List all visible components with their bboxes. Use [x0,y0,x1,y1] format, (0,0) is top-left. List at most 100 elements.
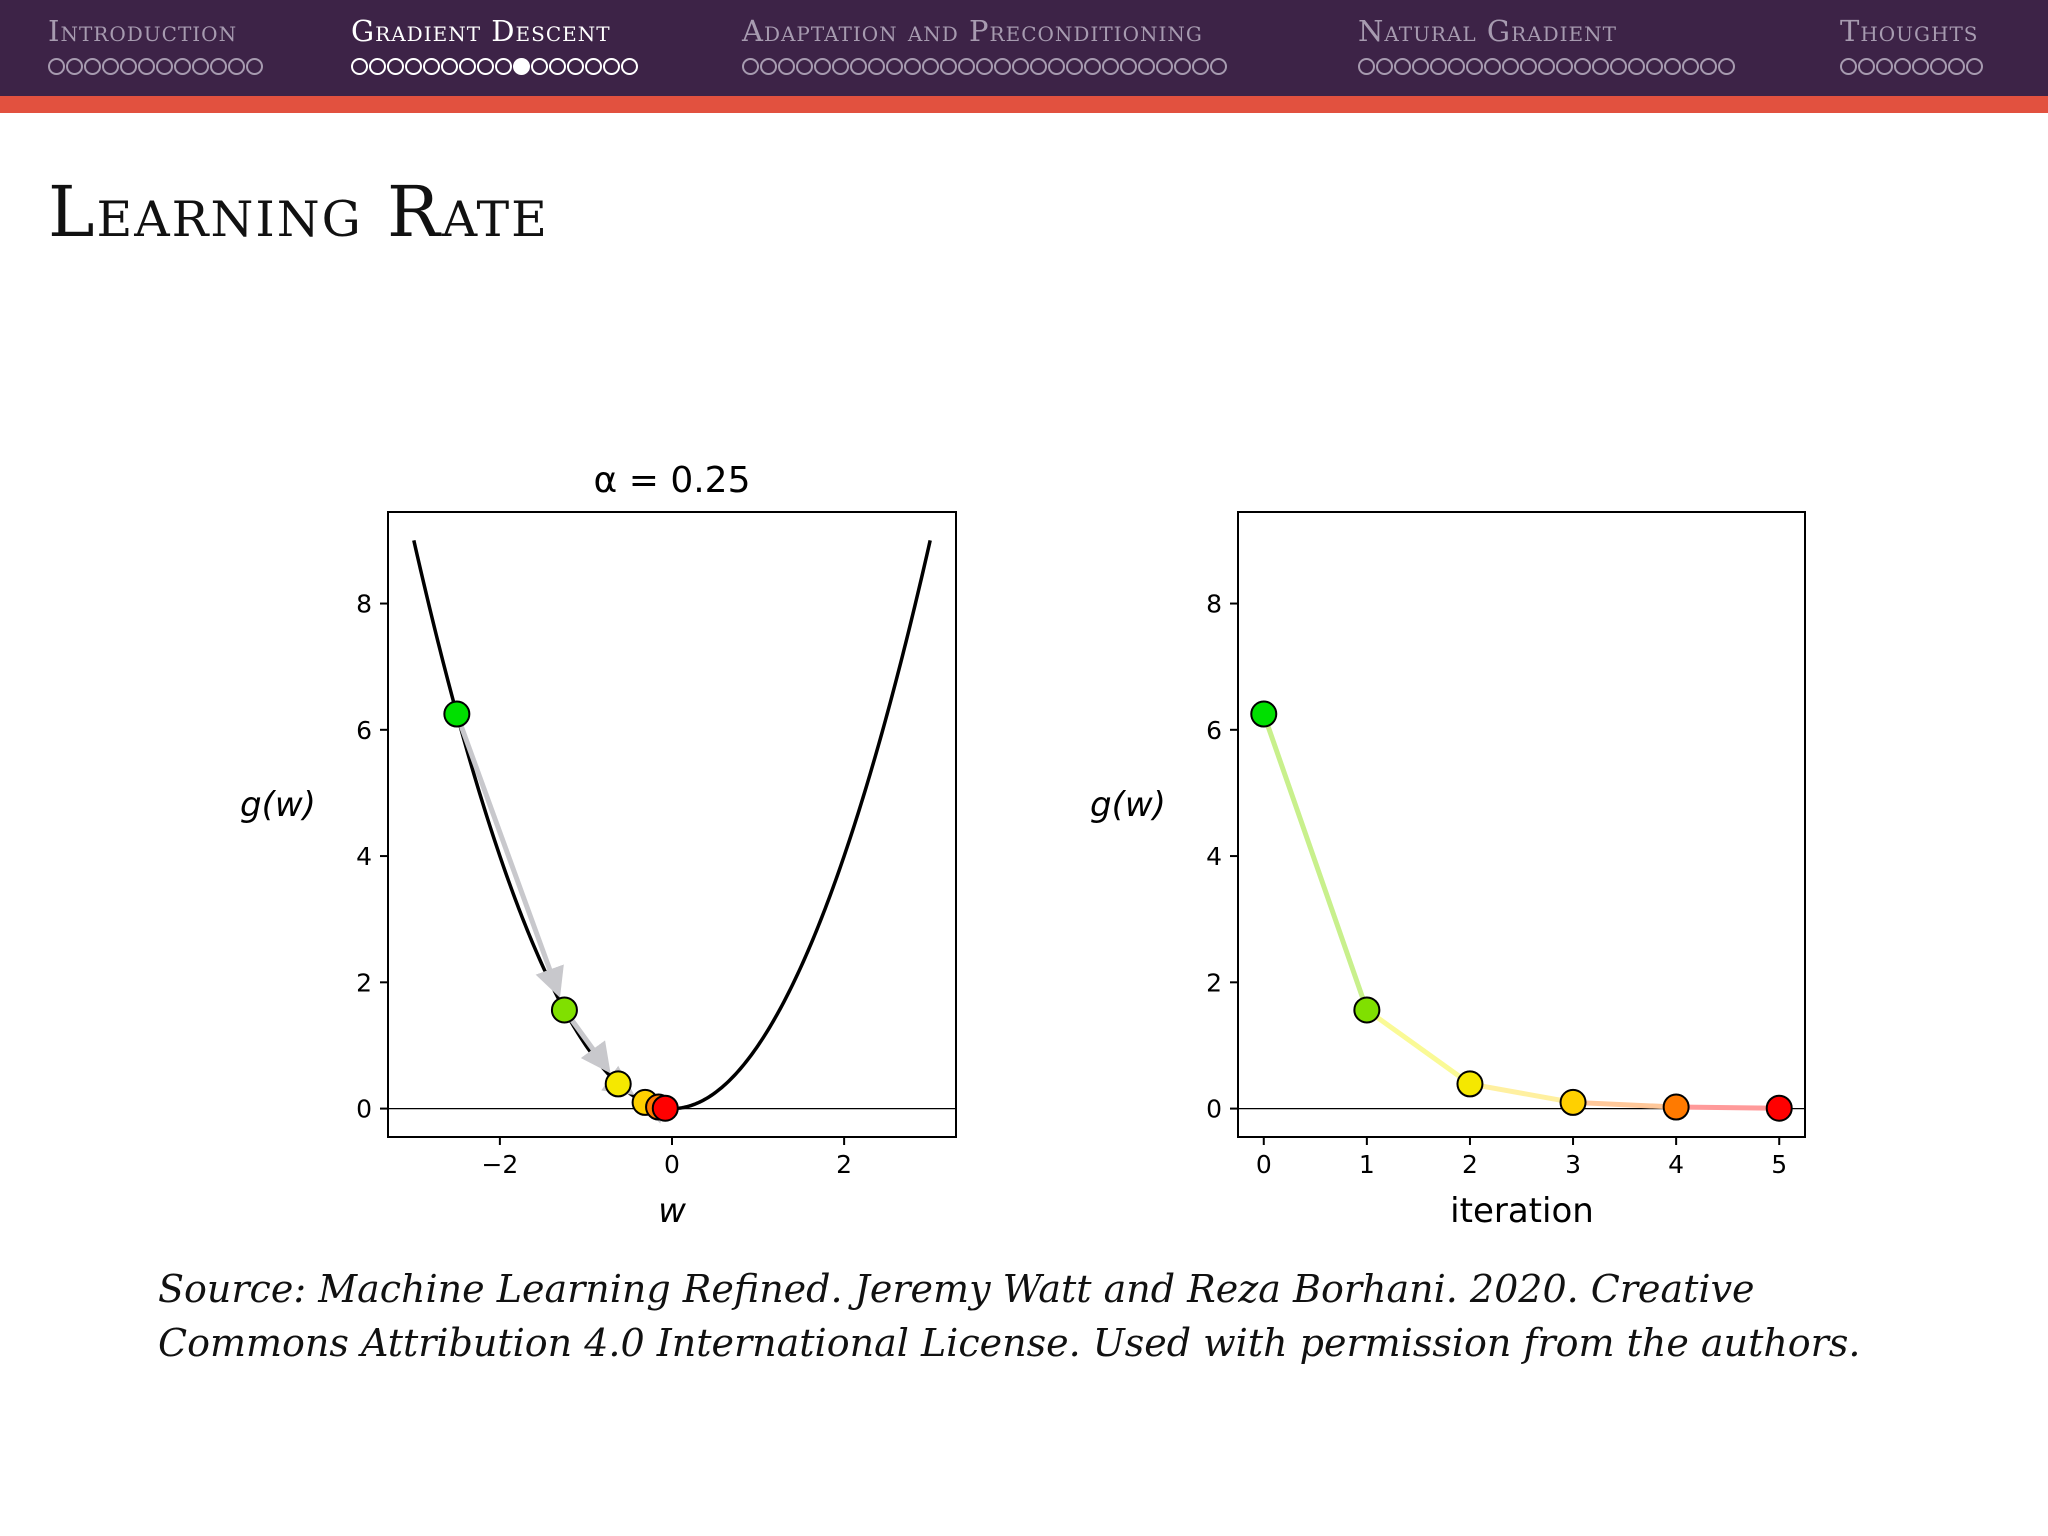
nav-dot[interactable] [84,57,101,75]
nav-section-natural-gradient[interactable]: Natural Gradient [1358,14,1735,94]
nav-dot[interactable] [156,57,173,75]
nav-dot[interactable] [922,57,939,75]
nav-dot[interactable] [1066,57,1083,75]
nav-dot[interactable] [1894,57,1911,75]
nav-dot[interactable] [531,57,548,75]
nav-dot[interactable] [477,57,494,75]
nav-dot[interactable] [742,57,759,75]
nav-dot[interactable] [1192,57,1209,75]
nav-dot[interactable] [423,57,440,75]
nav-dot[interactable] [958,57,975,75]
nav-progress-dots [351,55,638,77]
nav-dot[interactable] [1538,57,1555,75]
nav-dot[interactable] [1084,57,1101,75]
nav-dot[interactable] [459,57,476,75]
nav-dot[interactable] [48,57,65,75]
nav-section-thoughts[interactable]: Thoughts [1840,14,1983,94]
nav-dot[interactable] [1628,57,1645,75]
nav-dot[interactable] [778,57,795,75]
nav-section-title[interactable]: Gradient Descent [351,14,611,48]
nav-dot[interactable] [850,57,867,75]
nav-dot[interactable] [441,57,458,75]
nav-dot[interactable] [387,57,404,75]
nav-section-title[interactable]: Adaptation and Preconditioning [742,14,1203,48]
nav-dot[interactable] [1948,57,1965,75]
nav-dot-current[interactable] [513,57,530,75]
nav-dot[interactable] [174,57,191,75]
nav-section-gradient-descent[interactable]: Gradient Descent [351,14,638,94]
nav-dot[interactable] [1840,57,1857,75]
nav-dot[interactable] [796,57,813,75]
nav-dot[interactable] [1858,57,1875,75]
nav-dot[interactable] [351,57,368,75]
y-axis-label: g(w) [1090,785,1166,825]
nav-dot[interactable] [976,57,993,75]
nav-dot[interactable] [120,57,137,75]
nav-dot[interactable] [1682,57,1699,75]
nav-section-title[interactable]: Thoughts [1840,14,1979,48]
nav-dot[interactable] [1358,57,1375,75]
nav-dot[interactable] [832,57,849,75]
nav-dot[interactable] [1484,57,1501,75]
nav-dot[interactable] [1502,57,1519,75]
nav-dot[interactable] [1556,57,1573,75]
nav-dot[interactable] [760,57,777,75]
nav-dot[interactable] [1610,57,1627,75]
nav-dot[interactable] [1430,57,1447,75]
nav-dot[interactable] [228,57,245,75]
nav-dot[interactable] [1912,57,1929,75]
nav-dot[interactable] [405,57,422,75]
nav-progress-dots [48,55,263,77]
nav-dot[interactable] [1138,57,1155,75]
nav-dot[interactable] [585,57,602,75]
nav-dot[interactable] [621,57,638,75]
nav-dot[interactable] [567,57,584,75]
nav-section-title[interactable]: Introduction [48,14,238,48]
nav-dot[interactable] [814,57,831,75]
nav-dot[interactable] [1574,57,1591,75]
nav-dot[interactable] [1174,57,1191,75]
nav-dot[interactable] [1156,57,1173,75]
nav-section-introduction[interactable]: Introduction [48,14,263,94]
nav-accent-bar [0,96,2048,113]
nav-dot[interactable] [904,57,921,75]
nav-dot[interactable] [369,57,386,75]
nav-dot[interactable] [940,57,957,75]
nav-dot[interactable] [1664,57,1681,75]
nav-dot[interactable] [1876,57,1893,75]
nav-dot[interactable] [886,57,903,75]
nav-dot[interactable] [1048,57,1065,75]
nav-dot[interactable] [1520,57,1537,75]
nav-section-title[interactable]: Natural Gradient [1358,14,1617,48]
history-segment [1570,1099,1679,1110]
nav-dot[interactable] [495,57,512,75]
nav-dot[interactable] [1966,57,1983,75]
nav-dot[interactable] [102,57,119,75]
nav-dot[interactable] [868,57,885,75]
nav-dot[interactable] [549,57,566,75]
nav-dot[interactable] [1412,57,1429,75]
nav-dot[interactable] [1102,57,1119,75]
nav-dot[interactable] [246,57,263,75]
nav-dot[interactable] [138,57,155,75]
nav-dot[interactable] [1700,57,1717,75]
nav-dot[interactable] [1718,57,1735,75]
chart-title: α = 0.25 [594,460,751,501]
nav-dot[interactable] [1376,57,1393,75]
nav-dot[interactable] [1592,57,1609,75]
nav-dot[interactable] [66,57,83,75]
nav-dot[interactable] [1448,57,1465,75]
nav-dot[interactable] [1120,57,1137,75]
nav-dot[interactable] [210,57,227,75]
nav-dot[interactable] [1210,57,1227,75]
nav-dot[interactable] [1394,57,1411,75]
nav-dot[interactable] [1030,57,1047,75]
nav-dot[interactable] [1646,57,1663,75]
nav-dot[interactable] [192,57,209,75]
nav-dot[interactable] [603,57,620,75]
nav-dot[interactable] [994,57,1011,75]
nav-section-adaptation-and-preconditioning[interactable]: Adaptation and Preconditioning [742,14,1227,94]
nav-dot[interactable] [1930,57,1947,75]
nav-dot[interactable] [1012,57,1029,75]
nav-dot[interactable] [1466,57,1483,75]
